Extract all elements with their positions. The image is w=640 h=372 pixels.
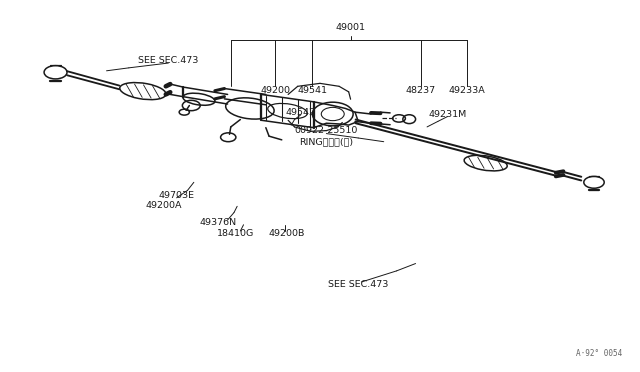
Text: 49200A: 49200A [146, 201, 182, 210]
Text: 49200: 49200 [260, 86, 291, 94]
Text: 48237: 48237 [406, 86, 436, 94]
Text: 00922-25510: 00922-25510 [294, 126, 358, 135]
Text: 49200B: 49200B [269, 230, 305, 238]
Text: 49001: 49001 [335, 23, 365, 32]
Text: 18410G: 18410G [217, 230, 255, 238]
Text: 49541: 49541 [298, 86, 327, 94]
Text: SEE SEC.473: SEE SEC.473 [138, 56, 198, 65]
Text: 49231M: 49231M [428, 109, 467, 119]
Text: RINGリング(１): RINGリング(１) [300, 137, 353, 146]
Text: A·92° 0054: A·92° 0054 [577, 349, 623, 358]
Text: 49233A: 49233A [448, 86, 485, 94]
Text: 49542: 49542 [286, 108, 316, 117]
Text: SEE SEC.473: SEE SEC.473 [328, 280, 388, 289]
Text: 49703E: 49703E [159, 191, 195, 200]
Text: 49376N: 49376N [200, 218, 237, 227]
